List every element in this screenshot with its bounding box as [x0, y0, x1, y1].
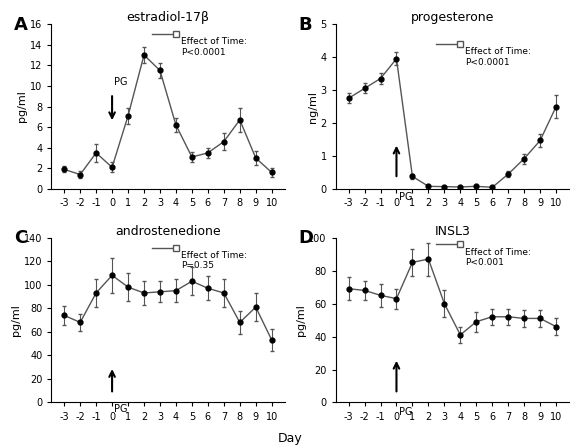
Text: D: D	[299, 229, 314, 248]
Y-axis label: pg/ml: pg/ml	[17, 91, 27, 123]
Text: C: C	[14, 229, 27, 248]
Text: Day: Day	[278, 432, 302, 445]
Title: androstenedione: androstenedione	[115, 225, 221, 238]
Text: PG: PG	[114, 404, 128, 414]
Text: Effect of Time:
P=0.35: Effect of Time: P=0.35	[181, 251, 246, 270]
Text: PG: PG	[114, 77, 128, 87]
Text: PG: PG	[399, 408, 412, 417]
Text: A: A	[14, 16, 28, 34]
Y-axis label: ng/ml: ng/ml	[308, 91, 318, 123]
Title: estradiol-17β: estradiol-17β	[126, 11, 209, 24]
Text: Effect of Time:
P<0.0001: Effect of Time: P<0.0001	[465, 47, 531, 66]
Title: INSL3: INSL3	[434, 225, 470, 238]
Text: B: B	[299, 16, 312, 34]
Y-axis label: pg/ml: pg/ml	[11, 304, 21, 336]
Title: progesterone: progesterone	[411, 11, 494, 24]
Text: Effect of Time:
P<0.001: Effect of Time: P<0.001	[465, 248, 531, 267]
Y-axis label: pg/ml: pg/ml	[296, 304, 306, 336]
Text: Effect of Time:
P<0.0001: Effect of Time: P<0.0001	[181, 37, 246, 57]
Text: PG: PG	[399, 192, 412, 202]
